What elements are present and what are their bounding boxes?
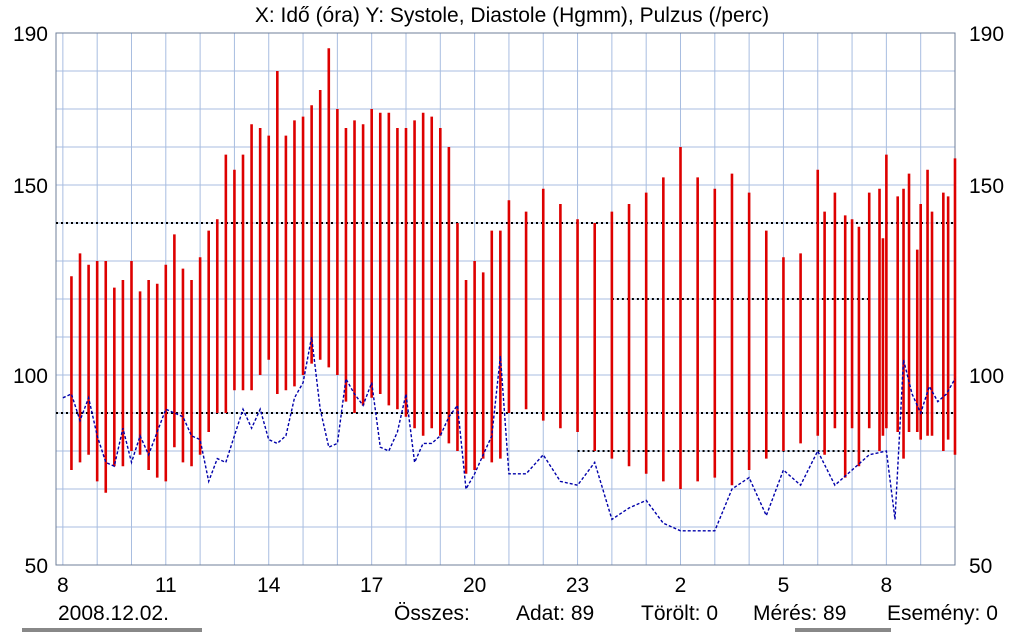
x-tick-label: 2 (675, 574, 687, 597)
y-tick-label-left: 190 (13, 23, 48, 46)
x-tick-label: 5 (778, 574, 790, 597)
y-tick-label-left: 100 (13, 365, 48, 388)
footer-measure-count: Mérés: 89 (753, 602, 847, 625)
y-tick-label-right: 50 (969, 555, 992, 578)
y-axis-right: 50 100 150 190 (969, 23, 1004, 578)
footer-total-label: Összes: (394, 602, 470, 625)
x-tick-label: 8 (881, 574, 893, 597)
y-tick-label-right: 100 (969, 365, 1004, 388)
x-tick-label: 11 (155, 574, 177, 597)
pressure-bars (70, 48, 957, 493)
y-axis-left: 50 100 150 190 (13, 23, 48, 578)
x-tick-label: 17 (360, 574, 383, 597)
x-tick-label: 14 (257, 574, 281, 597)
x-tick-label: 23 (566, 574, 589, 597)
x-tick-label: 20 (463, 574, 486, 597)
status-bar-edge (22, 628, 202, 632)
y-tick-label-left: 150 (13, 175, 48, 198)
footer-deleted-count: Törölt: 0 (641, 602, 719, 625)
status-bar-edge (795, 628, 891, 632)
y-tick-label-left: 50 (25, 555, 48, 578)
footer-date: 2008.12.02. (58, 602, 169, 625)
chart-title: X: Idő (óra) Y: Systole, Diastole (Hgmm)… (254, 4, 770, 27)
y-tick-label-right: 190 (969, 23, 1004, 46)
footer-data-count: Adat: 89 (516, 602, 595, 625)
pulse-series (62, 336, 956, 532)
x-axis: 8 11 14 17 20 23 2 5 8 (57, 574, 892, 597)
reference-lines (56, 222, 955, 452)
pulse-line (62, 336, 956, 532)
footer-event-count: Esemény: 0 (887, 602, 998, 625)
x-tick-label: 8 (57, 574, 69, 597)
y-tick-label-right: 150 (969, 175, 1004, 198)
